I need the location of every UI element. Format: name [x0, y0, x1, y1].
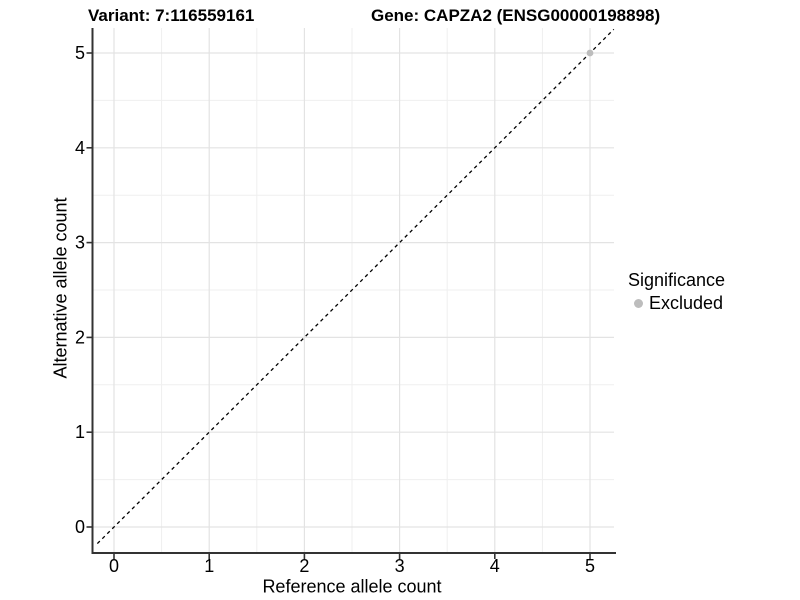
y-tick-label: 2 [75, 327, 85, 347]
x-tick-label: 4 [490, 556, 500, 576]
y-tick-label: 0 [75, 517, 85, 537]
legend: Significance Excluded [628, 270, 725, 313]
y-tick-label: 5 [75, 43, 85, 63]
y-tick-label: 3 [75, 233, 85, 253]
x-tick-label: 3 [395, 556, 405, 576]
x-tick-label: 5 [585, 556, 595, 576]
y-axis-title: Alternative allele count [50, 197, 71, 379]
y-tick-label: 1 [75, 422, 85, 442]
legend-item-label: Excluded [649, 293, 724, 313]
plot-title-variant: Variant: 7:116559161 [88, 6, 255, 25]
x-tick-label: 1 [204, 556, 214, 576]
x-tick-label: 0 [109, 556, 119, 576]
data-point [586, 49, 594, 57]
legend-title: Significance [628, 270, 726, 290]
legend-item-excluded: Excluded [628, 293, 725, 313]
plot-title-gene: Gene: CAPZA2 (ENSG00000198898) [371, 6, 661, 25]
identity-dashed-line [96, 28, 615, 545]
legend-key-dot-icon [634, 298, 643, 308]
x-axis-title: Reference allele count [262, 576, 442, 597]
y-tick-label: 4 [75, 138, 85, 158]
x-tick-label: 2 [299, 556, 309, 576]
